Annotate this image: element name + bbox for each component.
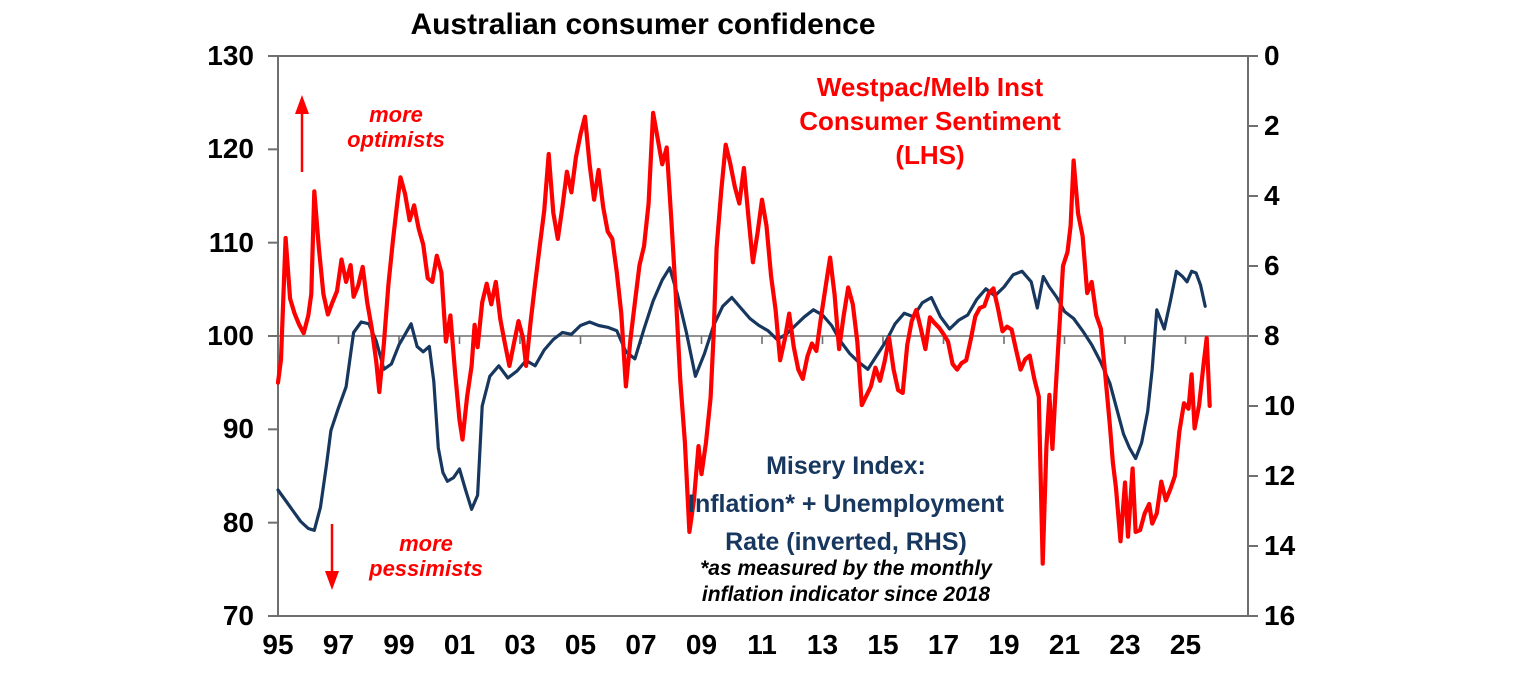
annotation-optimists-line1: more [369, 102, 423, 127]
footnote-inflation-indicator: *as measured by the monthly inflation in… [700, 556, 992, 608]
y-axis-right-label: 6 [1264, 250, 1280, 281]
x-axis-year-label: 97 [322, 629, 355, 660]
x-axis-year-label: 11 [747, 629, 777, 660]
y-axis-right-label: 2 [1264, 110, 1280, 141]
annotation-pessimists-line1: more [399, 531, 453, 556]
y-axis-right-label: 16 [1264, 600, 1296, 631]
y-axis-right-label: 8 [1264, 320, 1280, 351]
legend-sentiment-line2: Consumer Sentiment [799, 106, 1061, 136]
annotation-more-pessimists: more pessimists [369, 531, 483, 581]
legend-misery-line2: Inflation* + Unemployment [687, 490, 1005, 518]
x-axis-year-label: 09 [685, 629, 718, 660]
x-axis-year-label: 99 [383, 629, 415, 660]
up-arrow-head-icon [295, 95, 309, 114]
y-axis-right-label: 14 [1264, 530, 1296, 561]
legend-sentiment-line1: Westpac/Melb Inst [816, 72, 1044, 102]
legend-misery-index: Misery Index: Inflation* + Unemployment … [688, 447, 1004, 561]
x-axis-year-label: 13 [806, 629, 839, 660]
legend-misery-line3: Rate (inverted, RHS) [725, 528, 967, 556]
y-axis-left-label: 100 [207, 320, 254, 351]
chart-title: Australian consumer confidence [410, 8, 876, 41]
y-axis-left-label: 110 [208, 226, 254, 258]
annotation-pessimists-line2: pessimists [369, 556, 483, 581]
x-axis-year-label: 01 [443, 629, 476, 660]
x-axis-year-label: 25 [1169, 629, 1202, 660]
misery-index-line [276, 266, 1207, 532]
y-axis-left-label: 120 [207, 133, 254, 165]
legend-consumer-sentiment: Westpac/Melb Inst Consumer Sentiment (LH… [799, 70, 1061, 172]
y-axis-left-label: 70 [222, 600, 254, 631]
x-axis-year-label: 17 [927, 629, 960, 660]
annotation-optimists-line2: optimists [347, 127, 445, 152]
y-axis-right-label: 0 [1264, 40, 1280, 71]
x-axis-year-label: 19 [988, 629, 1020, 660]
x-axis-year-label: 03 [504, 629, 536, 660]
x-axis-year-label: 21 [1048, 629, 1081, 660]
y-axis-left-label: 80 [222, 506, 254, 538]
y-axis-right-label: 12 [1264, 460, 1296, 491]
x-axis-year-label: 95 [262, 629, 294, 660]
plot-border [277, 55, 1249, 617]
y-axis-left-label: 130 [207, 40, 254, 71]
y-axis-left-label: 90 [222, 413, 254, 445]
y-axis-right-label: 10 [1264, 390, 1296, 421]
x-axis-year-label: 07 [625, 629, 657, 660]
x-axis-year-label: 15 [867, 629, 899, 660]
legend-sentiment-line3: (LHS) [895, 140, 965, 170]
x-axis-year-label: 23 [1109, 629, 1141, 660]
legend-misery-line1: Misery Index: [766, 452, 926, 480]
footnote-line2: inflation indicator since 2018 [701, 583, 991, 606]
x-axis-year-label: 05 [564, 629, 597, 660]
y-axis-right-label: 4 [1264, 180, 1280, 211]
footnote-line1: *as measured by the monthly [700, 557, 992, 580]
consumer-sentiment-line [275, 110, 1212, 566]
down-arrow-head-icon [325, 571, 339, 590]
annotation-more-optimists: more optimists [347, 102, 445, 152]
